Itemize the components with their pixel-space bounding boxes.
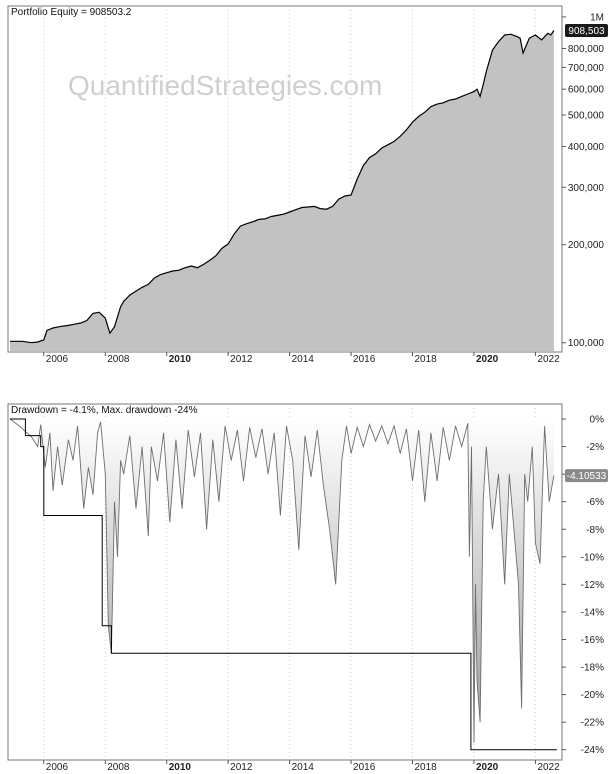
- equity-panel: QuantifiedStrategies.com Portfolio Equit…: [7, 5, 608, 365]
- drawdown-x-tick-label: 2014: [292, 762, 315, 773]
- drawdown-y-tick-label: 0%: [590, 415, 605, 426]
- drawdown-badge-bg: [565, 469, 608, 483]
- equity-x-tick-label: 2008: [107, 354, 130, 365]
- equity-x-tick-label: 2018: [415, 354, 438, 365]
- drawdown-x-tick-label: 2022: [537, 762, 560, 773]
- equity-area: [10, 30, 554, 351]
- equity-y-tick-label: 500,000: [568, 110, 605, 121]
- equity-badge-bg: [565, 23, 608, 37]
- watermark-text: QuantifiedStrategies.com: [68, 70, 382, 101]
- drawdown-y-tick-label: -8%: [586, 525, 604, 536]
- drawdown-y-tick-label: -14%: [581, 607, 604, 618]
- equity-x-tick-label: 2014: [292, 354, 315, 365]
- drawdown-title: Drawdown = -4.1%, Max. drawdown -24%: [11, 405, 198, 416]
- drawdown-y-tick-label: -24%: [581, 745, 604, 756]
- equity-y-tick-label: 400,000: [568, 142, 605, 153]
- drawdown-x-tick-label: 2020: [476, 762, 499, 773]
- equity-x-tick-label: 2020: [476, 354, 499, 365]
- equity-y-tick-label: 1M: [590, 12, 604, 23]
- drawdown-panel: Drawdown = -4.1%, Max. drawdown -24% 0% -…: [7, 403, 608, 773]
- drawdown-y-tick-label: -10%: [581, 552, 604, 563]
- equity-y-tick-label: 100,000: [568, 338, 605, 349]
- drawdown-y-tick-label: -20%: [581, 690, 604, 701]
- equity-y-tick-label: 700,000: [568, 63, 605, 74]
- drawdown-x-tick-label: 2010: [169, 762, 192, 773]
- equity-x-tick-label: 2010: [169, 354, 192, 365]
- drawdown-x-tick-label: 2012: [230, 762, 253, 773]
- equity-x-tick-label: 2012: [230, 354, 253, 365]
- max-drawdown-line: [10, 418, 557, 751]
- equity-last-value-badge: 908,503: [565, 23, 608, 37]
- equity-y-tick-label: 200,000: [568, 240, 605, 251]
- drawdown-x-axis: 2006 2008 2010 2012 2014 2016 2018 2020 2022: [43, 760, 560, 773]
- equity-title: Portfolio Equity = 908503.2: [11, 7, 132, 18]
- equity-x-tick-label: 2016: [353, 354, 376, 365]
- drawdown-x-tick-label: 2006: [46, 762, 69, 773]
- equity-y-axis: 100,000 200,000 300,000 400,000 500,000 600,0…: [562, 12, 604, 349]
- drawdown-badge-text: -4.10533: [567, 471, 607, 482]
- drawdown-y-tick-label: -18%: [581, 663, 604, 674]
- drawdown-line: [9, 418, 555, 743]
- equity-x-axis: 2006 2008 2010 2012 2014 2016 2018 2020 2022: [43, 352, 560, 365]
- drawdown-last-value-badge: -4.10533: [565, 469, 608, 483]
- drawdown-y-tick-label: -16%: [581, 635, 604, 646]
- drawdown-x-tick-label: 2016: [353, 762, 376, 773]
- drawdown-y-tick-label: -22%: [581, 718, 604, 729]
- drawdown-x-tick-label: 2018: [415, 762, 438, 773]
- drawdown-y-axis: 0%-2%-4%-6%-8%-10%-12%-14%-16%-18%-20%-2…: [562, 415, 605, 756]
- equity-y-tick-label: 600,000: [568, 85, 605, 96]
- drawdown-y-tick-label: -12%: [581, 580, 604, 591]
- drawdown-y-tick-label: -2%: [586, 442, 604, 453]
- equity-badge-text: 908,503: [568, 26, 605, 37]
- drawdown-x-tick-label: 2008: [107, 762, 130, 773]
- equity-x-tick-label: 2022: [537, 354, 560, 365]
- equity-line: [10, 30, 555, 344]
- drawdown-y-tick-label: -6%: [586, 497, 604, 508]
- equity-x-tick-label: 2006: [46, 354, 69, 365]
- equity-y-tick-label: 300,000: [568, 183, 605, 194]
- equity-y-tick-label: 800,000: [568, 44, 605, 55]
